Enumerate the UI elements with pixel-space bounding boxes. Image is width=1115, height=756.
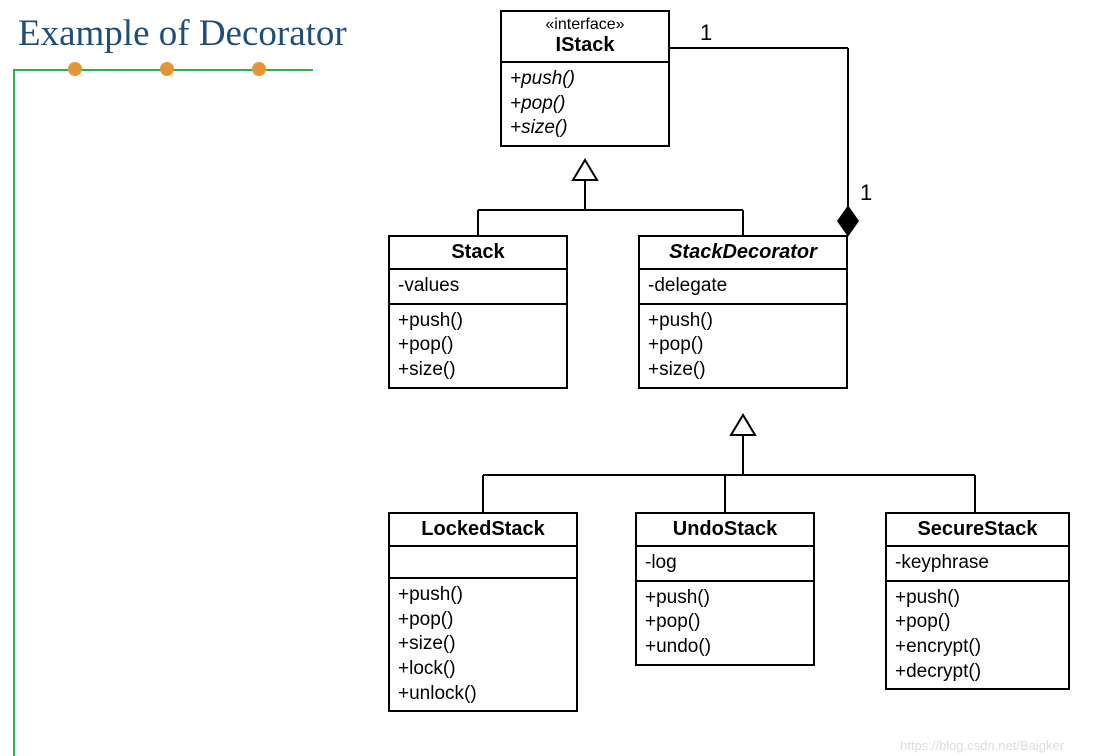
uml-operation: +encrypt() bbox=[895, 635, 1060, 660]
uml-operations: +push()+pop()+size() bbox=[390, 305, 566, 387]
uml-operation: +push() bbox=[895, 586, 1060, 611]
uml-class-name: SecureStack bbox=[893, 518, 1062, 541]
uml-attribute: -delegate bbox=[648, 274, 838, 299]
decor-vertical-line bbox=[13, 69, 15, 756]
uml-class-header: «interface»IStack bbox=[502, 12, 668, 63]
uml-operation: +size() bbox=[398, 632, 568, 657]
uml-operation: +pop() bbox=[398, 608, 568, 633]
uml-operation: +size() bbox=[648, 358, 838, 383]
decor-dot-1 bbox=[68, 62, 82, 76]
uml-class-stackdecorator: StackDecorator -delegate +push()+pop()+siz… bbox=[638, 235, 848, 389]
uml-attribute: -log bbox=[645, 551, 805, 576]
uml-operation: +pop() bbox=[398, 333, 558, 358]
uml-operations: +push()+pop()+size() bbox=[502, 63, 668, 145]
uml-operations: +push()+pop()+size() bbox=[640, 305, 846, 387]
uml-class-name: Stack bbox=[396, 241, 560, 264]
uml-class-securestack: SecureStack -keyphrase +push()+pop()+encry… bbox=[885, 512, 1070, 690]
uml-class-name: StackDecorator bbox=[646, 241, 840, 264]
page-title: Example of Decorator bbox=[18, 12, 347, 55]
uml-attributes: -values bbox=[390, 270, 566, 305]
uml-class-undostack: UndoStack -log +push()+pop()+undo() bbox=[635, 512, 815, 666]
uml-operation: +size() bbox=[510, 116, 660, 141]
uml-operation: +lock() bbox=[398, 657, 568, 682]
uml-attributes: -delegate bbox=[640, 270, 846, 305]
uml-class-name: UndoStack bbox=[643, 518, 807, 541]
uml-operation: +pop() bbox=[510, 92, 660, 117]
multiplicity-label: 1 bbox=[860, 180, 872, 206]
uml-class-header: Stack bbox=[390, 237, 566, 270]
uml-attributes: -keyphrase bbox=[887, 547, 1068, 582]
uml-operation: +push() bbox=[398, 583, 568, 608]
uml-operations: +push()+pop()+encrypt()+decrypt() bbox=[887, 582, 1068, 689]
uml-class-name: LockedStack bbox=[396, 518, 570, 541]
uml-operation: +unlock() bbox=[398, 682, 568, 707]
uml-class-istack: «interface»IStack+push()+pop()+size() bbox=[500, 10, 670, 147]
uml-operation: +push() bbox=[510, 67, 660, 92]
watermark: https://blog.csdn.net/Baigker bbox=[900, 738, 1064, 753]
uml-attributes: -log bbox=[637, 547, 813, 582]
uml-operation: +decrypt() bbox=[895, 660, 1060, 685]
uml-class-stack: Stack -values +push()+pop()+size() bbox=[388, 235, 568, 389]
uml-attribute: -keyphrase bbox=[895, 551, 1060, 576]
uml-class-header: SecureStack bbox=[887, 514, 1068, 547]
decor-dot-2 bbox=[160, 62, 174, 76]
uml-stereotype: «interface» bbox=[508, 16, 662, 34]
uml-class-header: LockedStack bbox=[390, 514, 576, 547]
uml-operation: +pop() bbox=[645, 610, 805, 635]
uml-attributes bbox=[390, 547, 576, 579]
uml-operation: +push() bbox=[645, 586, 805, 611]
decor-dot-3 bbox=[252, 62, 266, 76]
uml-operation: +pop() bbox=[895, 610, 1060, 635]
uml-class-header: StackDecorator bbox=[640, 237, 846, 270]
uml-class-lockedstack: LockedStack +push()+pop()+size()+lock()+… bbox=[388, 512, 578, 712]
uml-operations: +push()+pop()+undo() bbox=[637, 582, 813, 664]
uml-operation: +undo() bbox=[645, 635, 805, 660]
uml-operation: +pop() bbox=[648, 333, 838, 358]
uml-operation: +push() bbox=[648, 309, 838, 334]
uml-operations: +push()+pop()+size()+lock()+unlock() bbox=[390, 579, 576, 710]
multiplicity-label: 1 bbox=[700, 20, 712, 46]
uml-class-name: IStack bbox=[508, 34, 662, 57]
uml-operation: +size() bbox=[398, 358, 558, 383]
uml-class-header: UndoStack bbox=[637, 514, 813, 547]
uml-operation: +push() bbox=[398, 309, 558, 334]
uml-attribute: -values bbox=[398, 274, 558, 299]
